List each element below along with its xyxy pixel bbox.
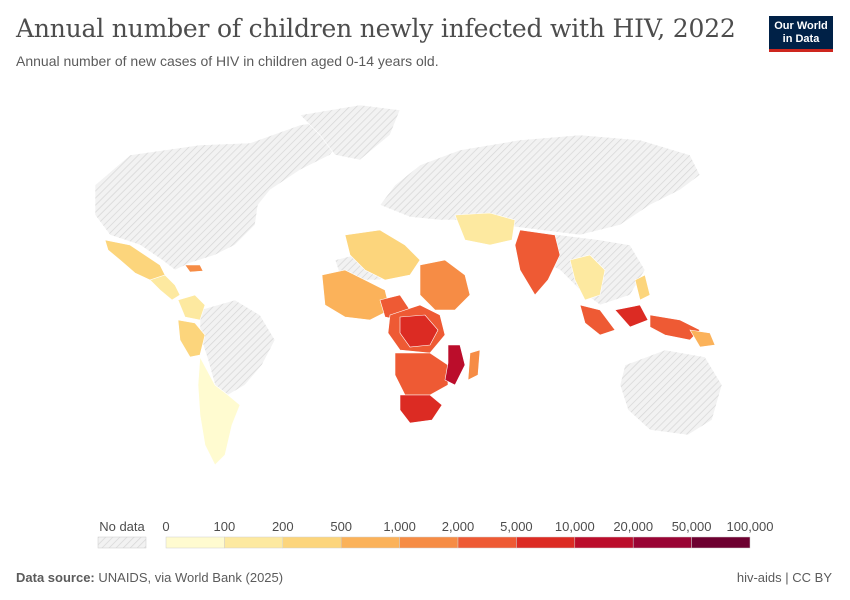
legend-tick-label-4: 1,000 bbox=[383, 519, 416, 534]
region-peru[interactable] bbox=[177, 319, 206, 358]
legend-tick-label-10: 100,000 bbox=[727, 519, 774, 534]
legend-bin-6[interactable] bbox=[516, 536, 576, 549]
legend-bin-7[interactable] bbox=[574, 536, 634, 549]
world-map[interactable] bbox=[0, 95, 850, 515]
region-indonesia-east[interactable] bbox=[649, 314, 701, 341]
legend-no-data-label: No data bbox=[99, 519, 145, 534]
legend-no-data-swatch bbox=[97, 536, 147, 549]
chart-slug-license[interactable]: hiv-aids | CC BY bbox=[736, 570, 832, 585]
owid-logo[interactable]: Our World in Data bbox=[769, 16, 833, 52]
legend-tick-label-1: 100 bbox=[214, 519, 236, 534]
region-southern-africa[interactable] bbox=[394, 352, 449, 396]
region-sahel[interactable] bbox=[344, 229, 421, 281]
region-drc[interactable] bbox=[399, 314, 439, 348]
legend-bin-9[interactable] bbox=[691, 536, 751, 549]
legend-tick-label-0: 0 bbox=[162, 519, 169, 534]
region-madagascar[interactable] bbox=[467, 349, 481, 381]
no-data-regions bbox=[94, 104, 723, 436]
logo-line-1: Our World bbox=[774, 20, 828, 32]
region-europe-russia[interactable] bbox=[379, 134, 701, 236]
region-brazil[interactable] bbox=[199, 299, 276, 396]
region-andes-north[interactable] bbox=[177, 294, 206, 321]
region-australia[interactable] bbox=[619, 349, 723, 436]
data-regions bbox=[104, 212, 716, 466]
region-papua-new-guinea[interactable] bbox=[689, 329, 716, 348]
legend-bin-8[interactable] bbox=[632, 536, 692, 549]
region-caribbean[interactable] bbox=[184, 264, 204, 273]
chart-title: Annual number of children newly infected… bbox=[16, 14, 736, 43]
legend-tick-label-9: 50,000 bbox=[672, 519, 712, 534]
region-north-america[interactable] bbox=[94, 119, 346, 271]
legend-tick-label-8: 20,000 bbox=[613, 519, 653, 534]
legend-bin-3[interactable] bbox=[340, 536, 400, 549]
region-southeast-asia[interactable] bbox=[569, 254, 606, 301]
legend-tick-label-5: 2,000 bbox=[442, 519, 475, 534]
region-philippines[interactable] bbox=[634, 274, 651, 301]
region-mozambique[interactable] bbox=[444, 344, 466, 386]
region-middle-east[interactable] bbox=[454, 212, 516, 246]
chart-subtitle: Annual number of new cases of HIV in chi… bbox=[16, 53, 439, 69]
region-central-america[interactable] bbox=[149, 274, 181, 301]
region-indonesia-west[interactable] bbox=[579, 304, 616, 336]
data-source-text[interactable]: UNAIDS, via World Bank (2025) bbox=[98, 570, 284, 585]
region-south-africa[interactable] bbox=[399, 394, 443, 424]
region-indonesia-central[interactable] bbox=[614, 304, 649, 328]
legend-tick-label-3: 500 bbox=[330, 519, 352, 534]
legend-tick-label-2: 200 bbox=[272, 519, 294, 534]
region-chile-argentina[interactable] bbox=[197, 355, 241, 466]
data-source-label: Data source: bbox=[16, 570, 95, 585]
legend-bin-1[interactable] bbox=[224, 536, 284, 549]
legend-bin-4[interactable] bbox=[399, 536, 459, 549]
legend-tick-label-6: 5,000 bbox=[500, 519, 533, 534]
legend-bin-0[interactable] bbox=[165, 536, 225, 549]
region-east-africa[interactable] bbox=[419, 259, 471, 311]
data-source: Data source: UNAIDS, via World Bank (202… bbox=[16, 570, 283, 585]
region-india[interactable] bbox=[514, 229, 561, 296]
logo-line-2: in Data bbox=[782, 33, 820, 45]
region-greenland[interactable] bbox=[299, 104, 401, 161]
legend-color-scale: 0 100 200 500 1,000 2,000 5,000 10,000 20,000 50,… bbox=[162, 519, 774, 549]
legend-bin-2[interactable] bbox=[282, 536, 342, 549]
legend-no-data[interactable]: No data bbox=[97, 519, 147, 549]
legend-bin-5[interactable] bbox=[457, 536, 517, 549]
legend-tick-label-7: 10,000 bbox=[555, 519, 595, 534]
map-legend: No data 0 100 200 500 1,000 2,000 5,000 10,000 2… bbox=[97, 519, 774, 549]
